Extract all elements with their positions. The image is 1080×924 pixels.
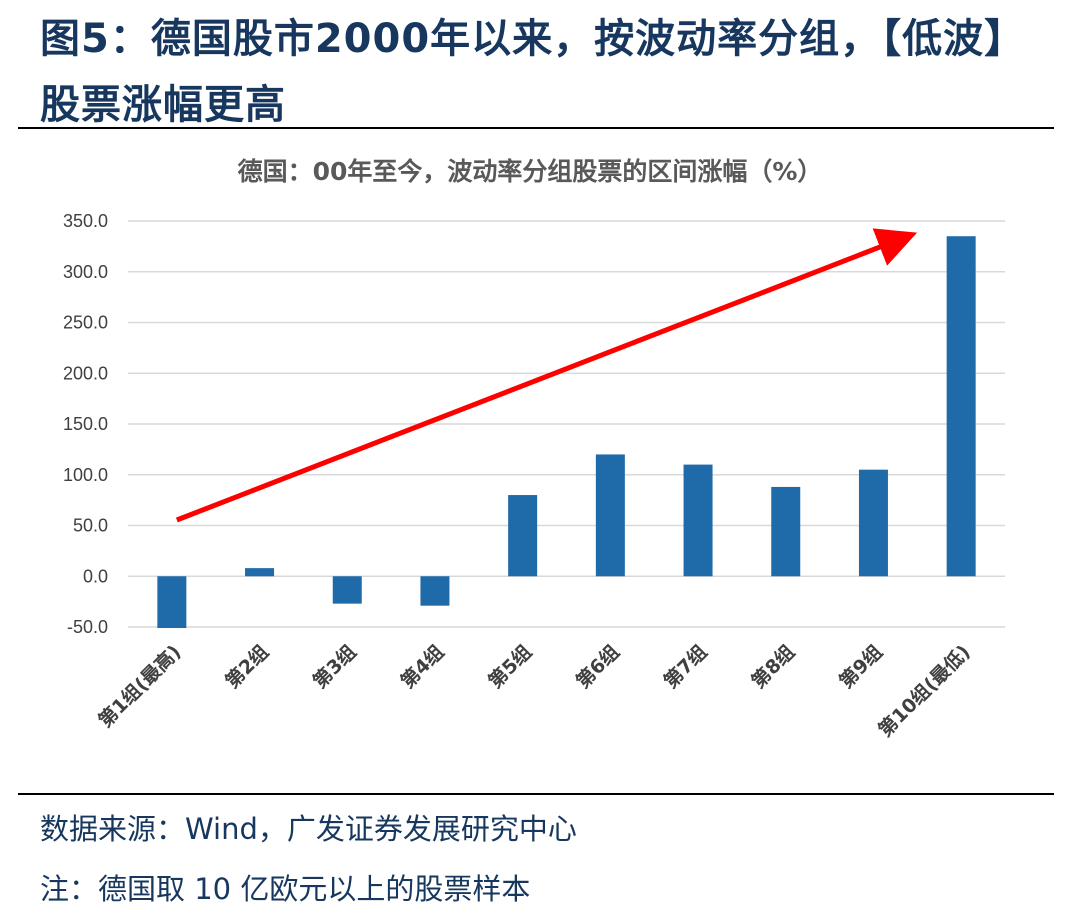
bar bbox=[420, 576, 450, 606]
bar bbox=[595, 454, 625, 577]
x-tick-label: 第6组 bbox=[571, 640, 623, 692]
x-tick-label: 第1组(最高) bbox=[94, 640, 186, 732]
gridlines bbox=[128, 220, 1005, 628]
source-note: 数据来源：Wind，广发证券发展研究中心 bbox=[40, 812, 577, 846]
x-tick-label: 第7组 bbox=[659, 640, 711, 692]
bar bbox=[858, 469, 888, 577]
y-tick-label: 250.0 bbox=[63, 313, 108, 333]
top-rule bbox=[18, 127, 1054, 129]
y-tick-label: -50.0 bbox=[67, 617, 108, 637]
chart-title: 德国：00年至今，波动率分组股票的区间涨幅（%） bbox=[238, 157, 823, 186]
y-axis-ticks: -50.0 0.0 50.0 100.0 150.0 200.0 250.0 300.0 350… bbox=[63, 211, 108, 637]
y-tick-label: 150.0 bbox=[63, 414, 108, 434]
bar bbox=[946, 236, 976, 577]
bottom-rule bbox=[18, 793, 1054, 795]
y-tick-label: 0.0 bbox=[83, 566, 108, 586]
x-tick-label: 第4组 bbox=[396, 640, 448, 692]
trend-arrow bbox=[175, 228, 918, 523]
bar-chart: 德国：00年至今，波动率分组股票的区间涨幅（%） -50.0 0.0 50.0 100… bbox=[63, 157, 1005, 741]
bar bbox=[683, 464, 713, 577]
bar bbox=[245, 568, 275, 577]
y-tick-label: 350.0 bbox=[63, 211, 108, 231]
bars bbox=[157, 236, 976, 629]
bar bbox=[508, 495, 538, 577]
x-tick-label: 第9组 bbox=[834, 640, 886, 692]
x-tick-label: 第5组 bbox=[484, 640, 536, 692]
x-tick-label: 第10组(最低) bbox=[874, 640, 975, 741]
y-tick-label: 300.0 bbox=[63, 262, 108, 282]
x-tick-label: 第8组 bbox=[747, 640, 799, 692]
y-tick-label: 50.0 bbox=[73, 516, 108, 536]
x-tick-label: 第2组 bbox=[221, 640, 273, 692]
figure-title: 图5：德国股市2000年以来，按波动率分组，【低波】股票涨幅更高 bbox=[40, 16, 1026, 128]
footnote: 注：德国取 10 亿欧元以上的股票样本 bbox=[40, 872, 531, 906]
y-tick-label: 200.0 bbox=[63, 363, 108, 383]
x-tick-label: 第3组 bbox=[308, 640, 360, 692]
bar bbox=[157, 576, 187, 629]
bar bbox=[332, 576, 362, 604]
y-tick-label: 100.0 bbox=[63, 465, 108, 485]
bar bbox=[771, 486, 801, 577]
